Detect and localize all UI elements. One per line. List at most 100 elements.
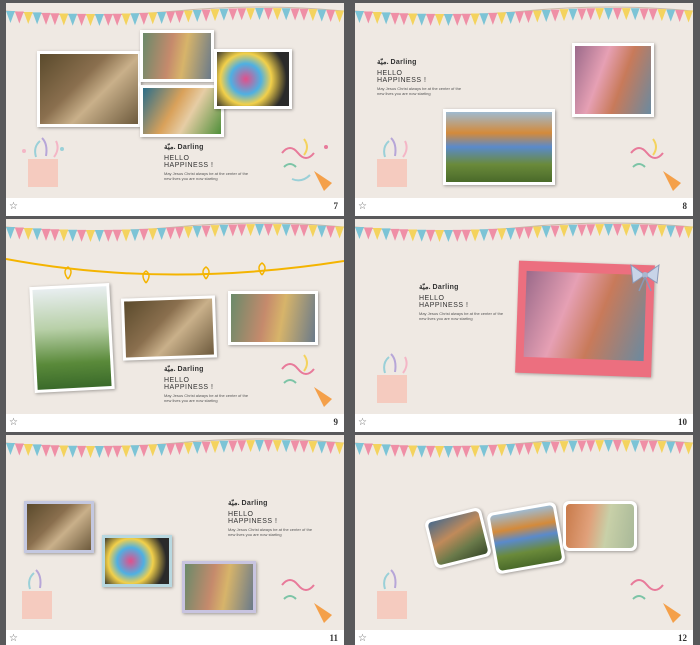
bunting-flag <box>77 13 87 26</box>
bunting-flag <box>50 445 60 458</box>
bunting-flag <box>399 13 409 26</box>
bunting-flag <box>255 8 264 21</box>
star-icon: ☆ <box>9 417 18 428</box>
bunting-flag <box>559 225 569 238</box>
bunting-flag <box>210 441 220 454</box>
bunting-flag <box>201 9 211 22</box>
bunting-flag <box>94 13 104 26</box>
bunting-flag <box>435 229 444 242</box>
bunting-flag <box>281 224 291 237</box>
bunting-flag <box>228 8 238 21</box>
party-popper-decoration <box>281 138 332 191</box>
slide-number: 11 <box>329 633 338 643</box>
text-hello: HELLO <box>377 70 403 77</box>
bunting-flag <box>355 11 364 23</box>
text-happiness: HAPPINESS ! <box>164 384 214 391</box>
photo-sisters-hug <box>120 295 218 361</box>
bunting-flags <box>6 222 344 242</box>
bunting-flag <box>568 224 578 237</box>
bunting-flag <box>381 228 391 241</box>
text-hello: HELLO <box>164 377 190 384</box>
ribbon-bow-icon <box>630 263 660 292</box>
bunting-flag <box>355 443 364 455</box>
slide-8[interactable]: ميّة. Darling HELLO HAPPINESS ! May Jesu… <box>355 3 693 216</box>
bunting-flag <box>515 11 524 24</box>
bunting-flag <box>139 12 149 25</box>
text-body: May Jesus Christ always be at the center… <box>164 171 249 181</box>
bunting-flag <box>479 13 489 26</box>
photo-girl-in-garden <box>29 282 115 394</box>
bunting-flag <box>363 11 373 24</box>
bunting-flag <box>299 224 309 237</box>
bunting-flag <box>14 443 24 456</box>
photo-three-kids <box>182 561 256 613</box>
bunting-flag <box>621 440 631 453</box>
bunting-flag <box>426 13 436 26</box>
bunting-flag <box>326 10 336 23</box>
star-icon: ☆ <box>358 417 367 428</box>
bunting-flag <box>272 224 282 237</box>
bunting-flag <box>59 445 69 458</box>
bunting-flag <box>488 228 498 241</box>
bunting-flags <box>355 6 693 26</box>
bunting-flag <box>201 225 211 238</box>
slide-canvas: ميّة. Darling HELLO HAPPINESS ! May Jesu… <box>6 219 344 414</box>
bunting-flag <box>586 440 596 453</box>
party-popper-decoration <box>281 354 332 407</box>
bunting-flag <box>443 445 453 458</box>
bunting-flag <box>630 224 640 237</box>
photo-painted-hands-child <box>140 85 224 137</box>
bunting-flag <box>497 228 507 241</box>
bunting-flag <box>41 12 51 25</box>
bunting-flag <box>68 445 78 458</box>
gift-box-decoration <box>377 137 408 187</box>
bunting-flag <box>237 8 247 21</box>
bunting-flag <box>121 445 131 458</box>
bunting-flag <box>68 229 78 242</box>
bunting-flag <box>166 443 175 456</box>
bunting-flag <box>183 10 193 23</box>
bunting-flag <box>648 224 658 237</box>
bunting-flag <box>568 8 578 21</box>
bunting-flag <box>237 224 247 237</box>
photo-kids-walking <box>423 506 493 570</box>
bunting-flag <box>59 229 69 242</box>
slide-footer: ☆ 7 <box>6 198 344 216</box>
bunting-flag <box>497 444 507 457</box>
slide-footer: ☆ 12 <box>355 630 693 645</box>
bunting-flag <box>166 11 175 24</box>
bunting-flag <box>524 11 533 23</box>
photo-boys-hats <box>486 501 566 575</box>
bunting-flag <box>6 11 15 23</box>
slide-9[interactable]: ميّة. Darling HELLO HAPPINESS ! May Jesu… <box>6 219 344 432</box>
slide-footer: ☆ 11 <box>6 630 344 645</box>
bunting-flag <box>6 227 15 239</box>
text-block: ميّة. Darling HELLO HAPPINESS ! May Jesu… <box>164 143 254 181</box>
bunting-flag <box>550 441 560 454</box>
slide-12[interactable]: ☆ 12 <box>355 435 693 645</box>
text-body: May Jesus Christ always be at the center… <box>164 393 249 403</box>
bunting-flag <box>326 226 336 239</box>
bunting-flag <box>317 225 327 238</box>
bunting-flag <box>675 442 685 455</box>
bunting-flag <box>524 443 533 455</box>
bunting-flag <box>139 444 149 457</box>
bunting-flag <box>639 224 649 237</box>
slide-10[interactable]: ميّة. Darling HELLO HAPPINESS ! May Jesu… <box>355 219 693 432</box>
bunting-flag <box>541 10 551 23</box>
slide-7[interactable]: ميّة. Darling HELLO HAPPINESS ! May Jesu… <box>6 3 344 216</box>
photo-colorful-hands <box>102 535 172 587</box>
bunting-flag <box>219 224 229 237</box>
bunting-flag <box>666 441 676 454</box>
star-icon: ☆ <box>358 633 367 644</box>
bunting-flag <box>77 229 87 242</box>
bunting-flag <box>657 9 667 22</box>
photo-three-kids <box>140 30 214 82</box>
slide-number: 8 <box>682 201 688 211</box>
bunting-flag <box>630 8 640 21</box>
bunting-flag <box>290 8 300 21</box>
slide-11[interactable]: ميّة. Darling HELLO HAPPINESS ! May Jesu… <box>6 435 344 645</box>
bunting-flag <box>308 9 318 22</box>
photo-sisters <box>37 51 141 127</box>
bunting-flag <box>68 13 78 26</box>
